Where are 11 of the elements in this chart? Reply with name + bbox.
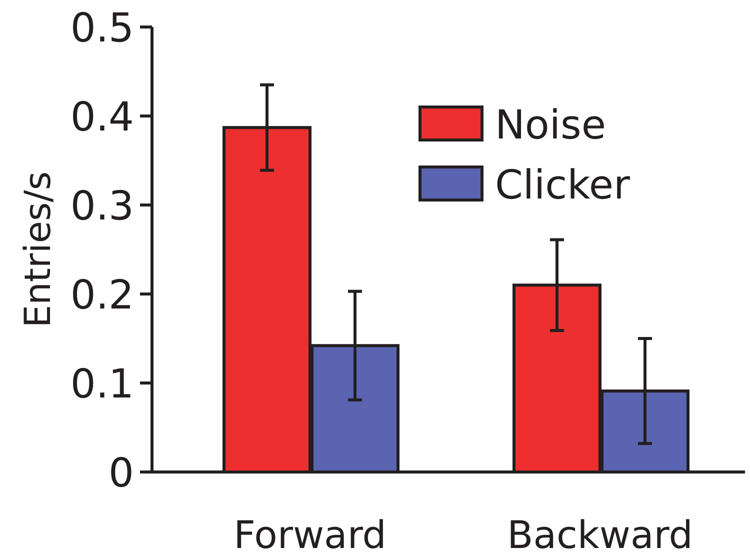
x-tick-label: Backward	[507, 513, 693, 557]
y-tick-label: 0.4	[70, 94, 134, 140]
x-tick-label: Forward	[234, 513, 386, 557]
y-tick-label: 0.3	[70, 183, 134, 230]
y-tick-label: 0	[108, 450, 134, 496]
y-tick-label: 0.2	[70, 272, 134, 318]
legend-label: Clicker	[495, 162, 630, 208]
y-tick-label: 0.1	[70, 361, 134, 408]
legend-label: Noise	[495, 102, 606, 148]
y-tick-label: 0.5	[70, 5, 134, 52]
y-axis-title: Entries/s	[18, 171, 59, 328]
